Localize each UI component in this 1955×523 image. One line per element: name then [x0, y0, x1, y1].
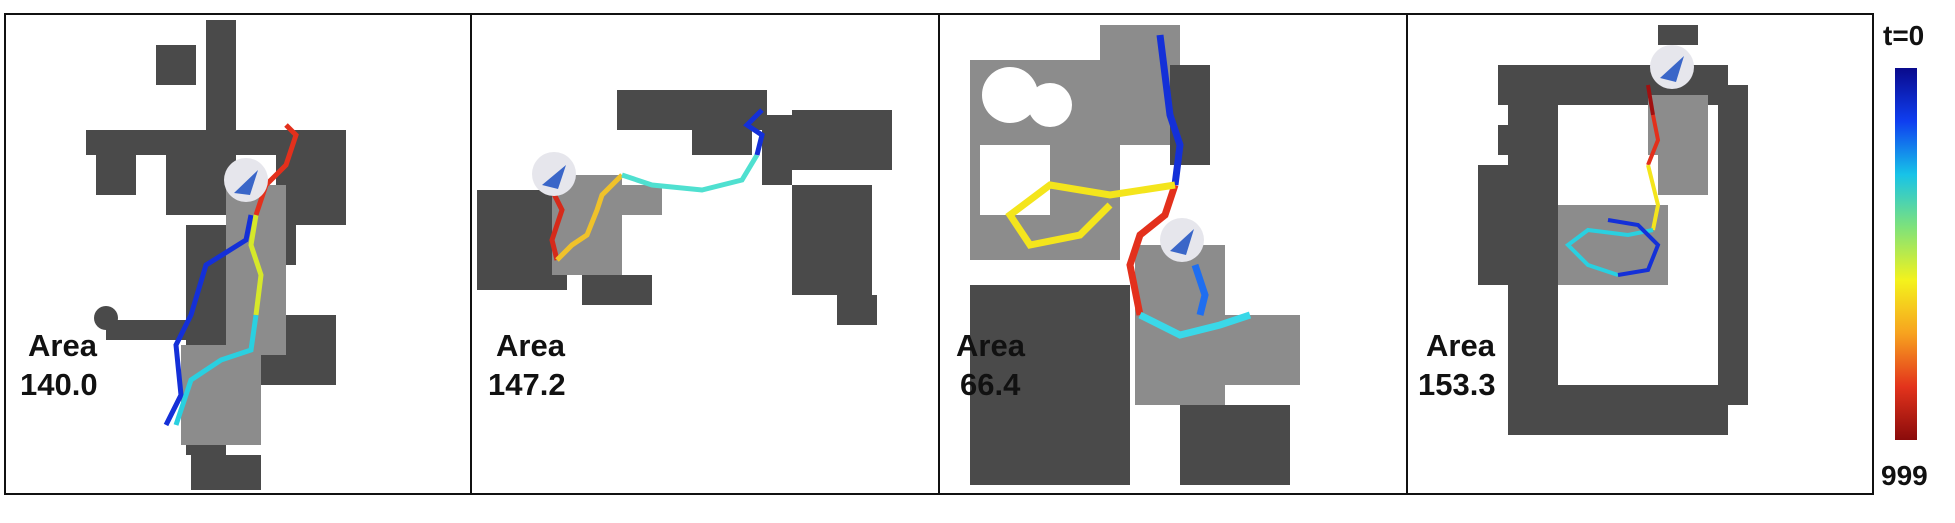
area-label: Area — [1426, 328, 1495, 363]
colorbar-bottom-label: 999 — [1881, 460, 1928, 491]
occupancy-map-1 — [86, 20, 346, 490]
area-value: 140.0 — [20, 367, 98, 402]
agent-arrow-icon — [234, 170, 258, 195]
area-value: 66.4 — [960, 367, 1021, 402]
agent-arrow-icon — [1170, 229, 1194, 255]
area-label: Area — [496, 328, 565, 363]
map-panel-2: Area 147.2 — [470, 13, 940, 495]
colorbar-top-label: t=0 — [1883, 20, 1925, 51]
area-value: 147.2 — [488, 367, 566, 402]
area-label: Area — [28, 328, 97, 363]
map-panel-1: Area 140.0 — [4, 13, 472, 495]
area-label: Area — [956, 328, 1025, 363]
area-value: 153.3 — [1418, 367, 1496, 402]
occupancy-map-2 — [477, 90, 892, 325]
map-panel-3: Area 66.4 — [938, 13, 1408, 495]
agent-arrow-icon — [542, 165, 566, 189]
map-panel-4: Area 153.3 — [1406, 13, 1874, 495]
agent-arrow-icon — [1660, 56, 1684, 82]
time-colorbar — [1895, 68, 1917, 440]
occupancy-map-4 — [1478, 25, 1748, 435]
occupancy-map-3 — [970, 25, 1300, 485]
